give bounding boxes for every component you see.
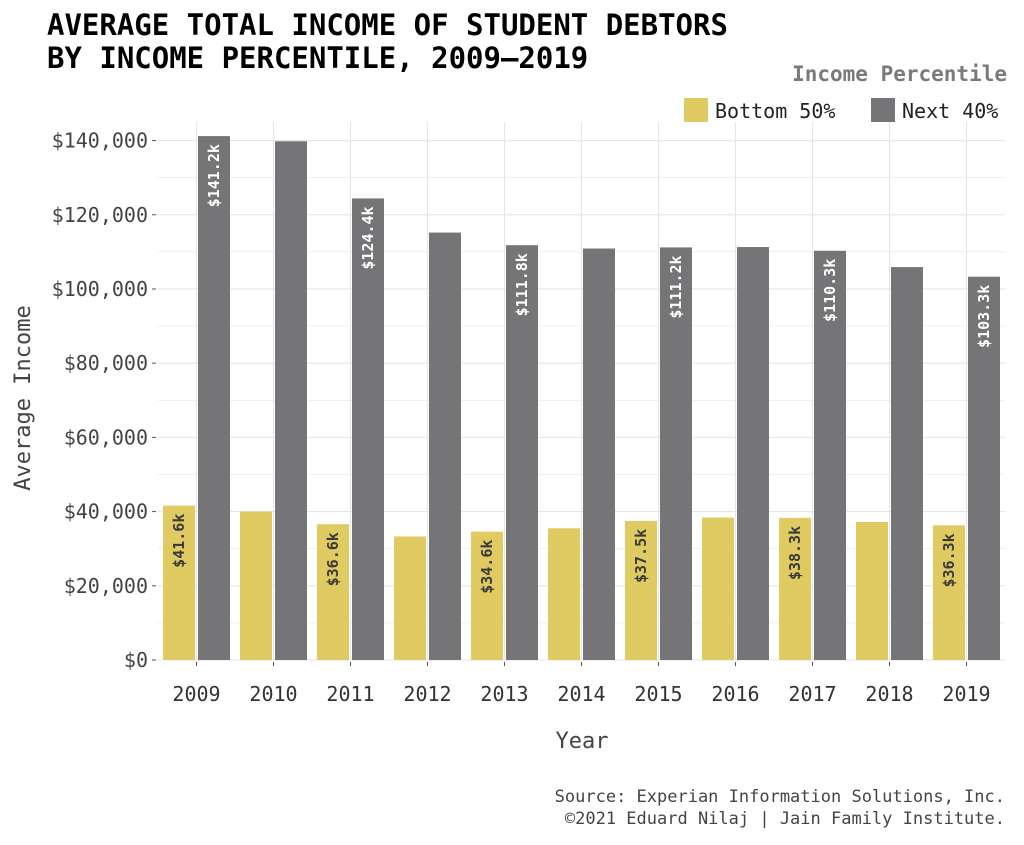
bar-data-label: $34.6k xyxy=(478,540,496,594)
bar-data-label: $38.3k xyxy=(786,526,804,580)
chart-title-line-2: BY INCOME PERCENTILE, 2009–2019 xyxy=(47,41,588,75)
x-axis-label: Year xyxy=(556,729,609,754)
x-tick-label: 2016 xyxy=(711,682,759,706)
bar-data-label: $41.6k xyxy=(170,514,188,568)
bar-next-40 xyxy=(814,250,846,660)
y-axis: $0 $20,000 $40,000 $60,000 $80,000 $100,000 $1… xyxy=(52,129,156,672)
x-tick-label: 2019 xyxy=(942,682,990,706)
bar-bottom-50 xyxy=(779,517,811,660)
y-tick-label: $140,000 xyxy=(52,129,148,153)
x-tick-label: 2013 xyxy=(480,682,528,706)
y-tick-label: $80,000 xyxy=(64,351,148,375)
bar-bottom-50 xyxy=(856,521,888,660)
bar-next-40 xyxy=(583,248,615,660)
bar-bottom-50 xyxy=(394,536,426,660)
y-axis-label: Average Income xyxy=(11,305,36,490)
source-line-2: ©2021 Eduard Nilaj | Jain Family Institu… xyxy=(565,809,1005,829)
y-tick-label: $120,000 xyxy=(52,203,148,227)
bar-bottom-50 xyxy=(933,525,965,660)
legend-item-bottom-50: Bottom 50% xyxy=(684,98,835,123)
bar-next-40 xyxy=(198,136,230,660)
x-tick-label: 2017 xyxy=(788,682,836,706)
bars xyxy=(163,136,1000,660)
bar-data-label: $124.4k xyxy=(359,206,377,269)
bar-next-40 xyxy=(352,198,384,660)
bar-bottom-50 xyxy=(471,531,503,660)
bar-next-40 xyxy=(660,247,692,660)
legend-label: Next 40% xyxy=(902,99,998,123)
x-tick-label: 2018 xyxy=(865,682,913,706)
legend-swatch xyxy=(684,98,708,122)
bar-next-40 xyxy=(275,141,307,660)
bar-next-40 xyxy=(968,276,1000,660)
bar-bottom-50 xyxy=(317,524,349,660)
bar-bottom-50 xyxy=(163,505,195,660)
bar-data-label: $111.8k xyxy=(513,253,531,316)
bar-bottom-50 xyxy=(625,520,657,660)
y-tick-label: $40,000 xyxy=(64,500,148,524)
x-tick-label: 2011 xyxy=(326,682,374,706)
bar-data-label: $111.2k xyxy=(667,255,685,318)
x-tick-label: 2009 xyxy=(172,682,220,706)
x-tick-label: 2010 xyxy=(249,682,297,706)
legend-item-next-40: Next 40% xyxy=(871,98,998,123)
y-tick-label: $0 xyxy=(124,648,148,672)
x-tick-label: 2015 xyxy=(634,682,682,706)
bar-data-label: $110.3k xyxy=(821,259,839,322)
bar-next-40 xyxy=(891,267,923,660)
y-tick-label: $20,000 xyxy=(64,574,148,598)
bar-data-label: $141.2k xyxy=(205,144,223,207)
bar-bottom-50 xyxy=(702,517,734,660)
chart-title-line-1: AVERAGE TOTAL INCOME OF STUDENT DEBTORS xyxy=(47,8,728,42)
bar-data-label: $103.3k xyxy=(975,285,993,348)
bar-next-40 xyxy=(429,232,461,660)
bar-data-label: $37.5k xyxy=(632,529,650,583)
legend-title: Income Percentile xyxy=(792,62,1007,86)
bar-data-label: $36.6k xyxy=(324,532,342,586)
bar-data-label: $36.3k xyxy=(940,533,958,587)
y-tick-label: $100,000 xyxy=(52,277,148,301)
x-axis: 2009 2010 2011 2012 2013 2014 2015 2016 2017 2018… xyxy=(172,662,991,706)
x-tick-label: 2014 xyxy=(557,682,605,706)
legend-swatch xyxy=(871,98,895,122)
legend: Bottom 50% Next 40% xyxy=(684,98,998,123)
bar-next-40 xyxy=(506,245,538,660)
y-tick-label: $60,000 xyxy=(64,425,148,449)
bar-next-40 xyxy=(737,247,769,660)
bar-bottom-50 xyxy=(240,511,272,660)
source-line-1: Source: Experian Information Solutions, … xyxy=(555,787,1005,807)
bar-data-labels: $41.6k $36.6k $34.6k $37.5k $38.3k $36.3k $141… xyxy=(170,144,993,594)
bar-bottom-50 xyxy=(548,528,580,660)
legend-label: Bottom 50% xyxy=(715,99,835,123)
x-tick-label: 2012 xyxy=(403,682,451,706)
